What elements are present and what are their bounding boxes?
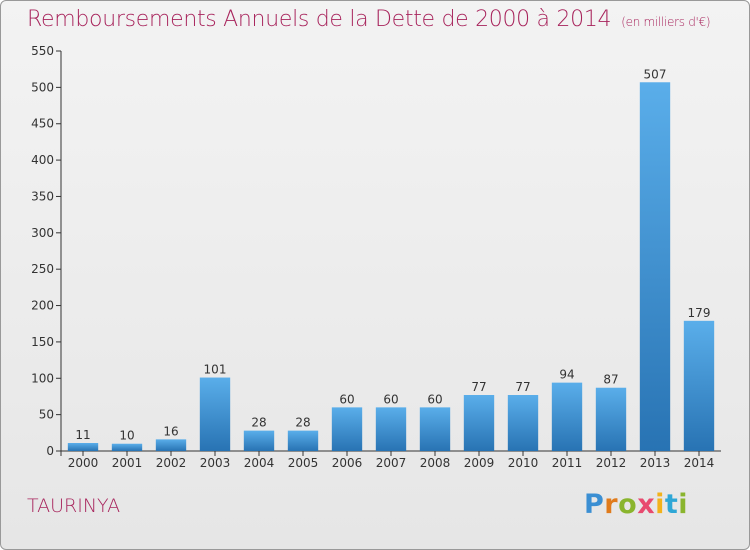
logo-letter: i — [655, 489, 665, 520]
x-tick-label: 2014 — [684, 456, 715, 470]
bar — [111, 443, 143, 451]
x-tick-label: 2010 — [508, 456, 539, 470]
y-tick-label: 300 — [31, 226, 54, 240]
data-label: 179 — [688, 306, 711, 320]
bar — [463, 395, 495, 451]
logo-letter: x — [637, 489, 656, 520]
bar — [419, 407, 451, 451]
x-tick-label: 2003 — [200, 456, 231, 470]
x-tick-label: 2001 — [112, 456, 143, 470]
bar — [67, 443, 99, 451]
y-tick-label: 550 — [31, 44, 54, 58]
data-label: 77 — [471, 380, 486, 394]
data-label: 10 — [119, 429, 134, 443]
commune-name: TAURINYA — [27, 495, 121, 517]
data-label: 507 — [644, 67, 667, 81]
x-tick-label: 2012 — [596, 456, 627, 470]
x-tick-label: 2007 — [376, 456, 407, 470]
x-tick-label: 2006 — [332, 456, 363, 470]
bar — [683, 320, 715, 451]
data-label: 11 — [75, 428, 90, 442]
proxiti-logo: Proxiti — [584, 489, 688, 520]
logo-letter: r — [604, 489, 619, 520]
chart-title-text: Remboursements Annuels de la Dette de 20… — [27, 7, 612, 32]
data-label: 16 — [163, 424, 178, 438]
data-label: 94 — [559, 368, 574, 382]
data-label: 87 — [603, 373, 618, 387]
y-tick-label: 50 — [39, 408, 54, 422]
logo-letter: o — [618, 489, 638, 520]
chart-title: Remboursements Annuels de la Dette de 20… — [27, 7, 711, 32]
y-tick-label: 150 — [31, 335, 54, 349]
bar — [199, 377, 231, 451]
x-tick-label: 2011 — [552, 456, 583, 470]
y-tick-label: 400 — [31, 153, 54, 167]
logo-letter: P — [584, 489, 605, 520]
bar — [595, 387, 627, 451]
unit-note: (en milliers d'€) — [621, 15, 711, 29]
bar — [155, 439, 187, 451]
x-tick-label: 2005 — [288, 456, 319, 470]
y-tick-label: 200 — [31, 299, 54, 313]
logo-letter: i — [678, 489, 689, 520]
logo-letter: t — [664, 489, 679, 520]
y-tick-label: 100 — [31, 371, 54, 385]
x-tick-label: 2004 — [244, 456, 275, 470]
bar — [375, 407, 407, 451]
data-label: 101 — [204, 363, 227, 377]
x-tick-label: 2000 — [68, 456, 99, 470]
data-label: 28 — [295, 416, 310, 430]
x-tick-label: 2013 — [640, 456, 671, 470]
data-label: 60 — [427, 392, 442, 406]
x-tick-label: 2002 — [156, 456, 187, 470]
y-tick-label: 450 — [31, 117, 54, 131]
bar — [331, 407, 363, 451]
bar — [639, 82, 671, 451]
x-tick-label: 2009 — [464, 456, 495, 470]
y-tick-label: 250 — [31, 262, 54, 276]
data-label: 60 — [339, 392, 354, 406]
y-tick-label: 500 — [31, 80, 54, 94]
y-tick-label: 0 — [46, 444, 54, 458]
bar — [551, 382, 583, 451]
x-tick-label: 2008 — [420, 456, 451, 470]
bar — [287, 430, 319, 451]
y-tick-label: 350 — [31, 189, 54, 203]
bar — [507, 395, 539, 451]
data-label: 28 — [251, 416, 266, 430]
bar-chart: 0 50 100 150 200 250 300 350 400 450 500 550 2000 11… — [31, 44, 721, 470]
data-label: 60 — [383, 392, 398, 406]
bar — [243, 430, 275, 451]
data-label: 77 — [515, 380, 530, 394]
